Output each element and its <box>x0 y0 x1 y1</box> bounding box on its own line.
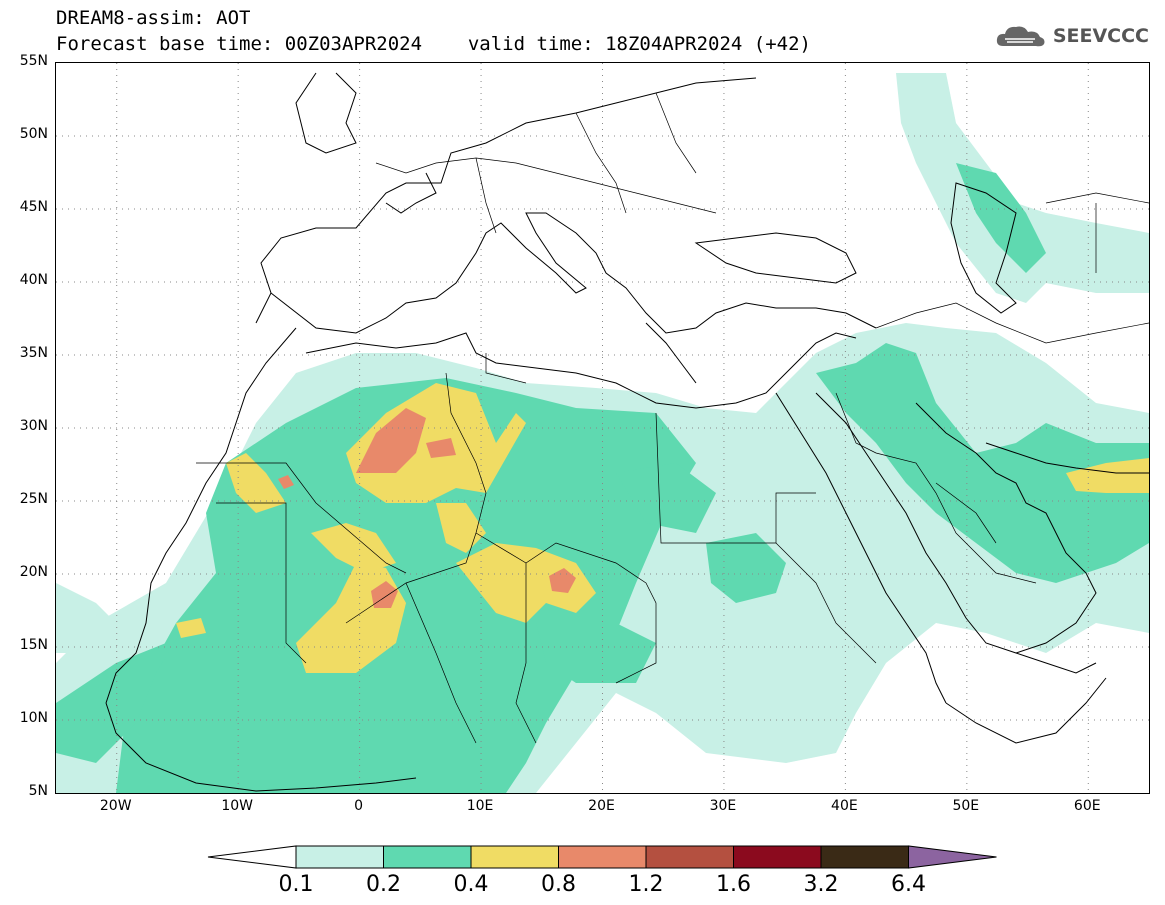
map-title: DREAM8-assim: AOT <box>56 7 251 29</box>
colorbar-box <box>295 845 384 869</box>
forecast-base-time: Forecast base time: 00Z03APR2024 <box>56 33 423 55</box>
lat-label: 55N <box>19 53 48 69</box>
valid-time: valid time: 18Z04APR2024 (+42) <box>467 33 811 55</box>
colorbar-high-arrow <box>908 845 997 869</box>
map-canvas <box>56 63 1149 793</box>
lat-label: 15N <box>19 637 48 653</box>
cloud-icon <box>996 26 1045 47</box>
seevccc-logo: SEEVCCC <box>995 22 1149 50</box>
lat-label: 35N <box>19 345 48 361</box>
colorbar-label: 3.2 <box>803 872 839 897</box>
colorbar-label: 1.6 <box>716 872 751 897</box>
lon-label: 20W <box>99 798 132 814</box>
colorbar-label: 0.4 <box>453 872 489 897</box>
lat-label: 50N <box>19 126 48 142</box>
lat-label: 20N <box>19 564 48 580</box>
lat-label: 40N <box>19 272 48 288</box>
lon-label: 0 <box>354 798 364 814</box>
colorbar-label: 6.4 <box>891 872 926 897</box>
colorbar-box <box>383 845 472 869</box>
colorbar-boxes <box>207 845 997 869</box>
colorbar-box <box>470 845 559 869</box>
lon-label: 60E <box>1073 798 1101 814</box>
lon-label: 50E <box>952 798 980 814</box>
colorbar-label: 0.1 <box>278 872 314 897</box>
lon-label: 10E <box>466 798 494 814</box>
colorbar-low-arrow <box>207 845 297 869</box>
colorbar-box <box>645 845 734 869</box>
lat-label: 45N <box>19 199 48 215</box>
lon-label: 10W <box>221 798 253 814</box>
aot-colorbar <box>207 845 997 869</box>
lon-label: 20E <box>588 798 615 814</box>
lat-label: 25N <box>19 491 48 507</box>
colorbar-label: 0.2 <box>366 872 401 897</box>
coastlines <box>105 72 1149 792</box>
country-borders <box>196 92 1149 744</box>
lon-label: 40E <box>831 798 858 814</box>
colorbar-box <box>558 845 647 869</box>
lat-label: 10N <box>19 710 48 726</box>
lat-label: 5N <box>28 783 48 799</box>
lat-label: 30N <box>19 418 48 434</box>
aot-map <box>55 62 1150 794</box>
colorbar-label: 0.8 <box>541 872 576 897</box>
aot-contours <box>56 73 1149 793</box>
colorbar-box <box>820 845 909 869</box>
aot-level-0-8 <box>278 408 576 608</box>
colorbar-label: 1.2 <box>628 872 664 897</box>
lon-label: 30E <box>709 798 737 814</box>
colorbar-box <box>733 845 822 869</box>
map-graticule <box>56 63 1149 793</box>
logo-text: SEEVCCC <box>1052 25 1149 47</box>
time-line: Forecast base time: 00Z03APR2024 valid t… <box>56 34 811 54</box>
